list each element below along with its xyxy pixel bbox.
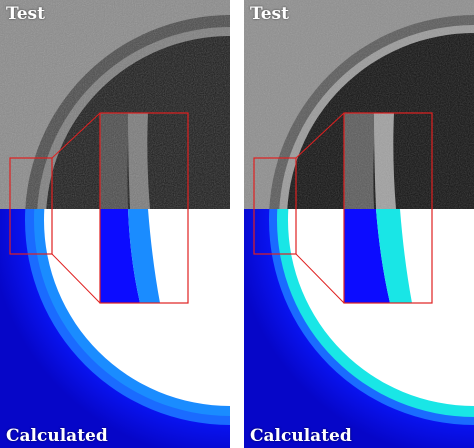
test-label: Test bbox=[250, 4, 289, 24]
calculated-label: Calculated bbox=[6, 426, 108, 446]
region-box bbox=[9, 157, 53, 255]
right-panel: Test Calculated bbox=[244, 0, 474, 448]
zoom-box bbox=[99, 112, 189, 304]
zoom-box bbox=[343, 112, 433, 304]
zoom-inset-right bbox=[344, 113, 432, 303]
region-box bbox=[253, 157, 297, 255]
calculated-label: Calculated bbox=[250, 426, 352, 446]
right-figure bbox=[244, 0, 474, 448]
test-label: Test bbox=[6, 4, 45, 24]
zoom-connector bbox=[51, 112, 101, 159]
zoom-inset-left bbox=[100, 113, 188, 303]
left-figure bbox=[0, 0, 230, 448]
zoom-connector bbox=[51, 253, 101, 304]
zoom-connector bbox=[295, 253, 345, 304]
zoom-connector bbox=[295, 112, 345, 159]
left-panel: Test Calculated bbox=[0, 0, 230, 448]
